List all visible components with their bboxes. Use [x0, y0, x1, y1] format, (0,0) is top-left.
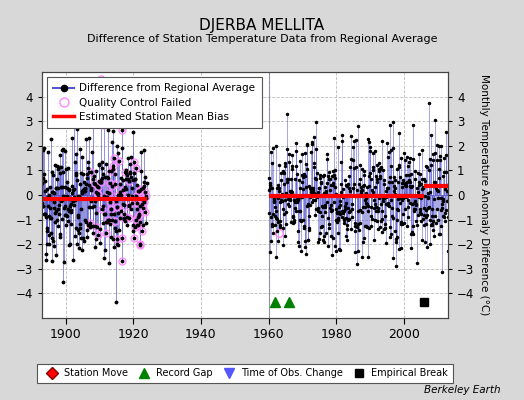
- Text: DJERBA MELLITA: DJERBA MELLITA: [200, 18, 324, 33]
- Text: Berkeley Earth: Berkeley Earth: [424, 385, 500, 395]
- Y-axis label: Monthly Temperature Anomaly Difference (°C): Monthly Temperature Anomaly Difference (…: [478, 74, 488, 316]
- Text: Difference of Station Temperature Data from Regional Average: Difference of Station Temperature Data f…: [87, 34, 437, 44]
- Legend: Station Move, Record Gap, Time of Obs. Change, Empirical Break: Station Move, Record Gap, Time of Obs. C…: [37, 364, 453, 383]
